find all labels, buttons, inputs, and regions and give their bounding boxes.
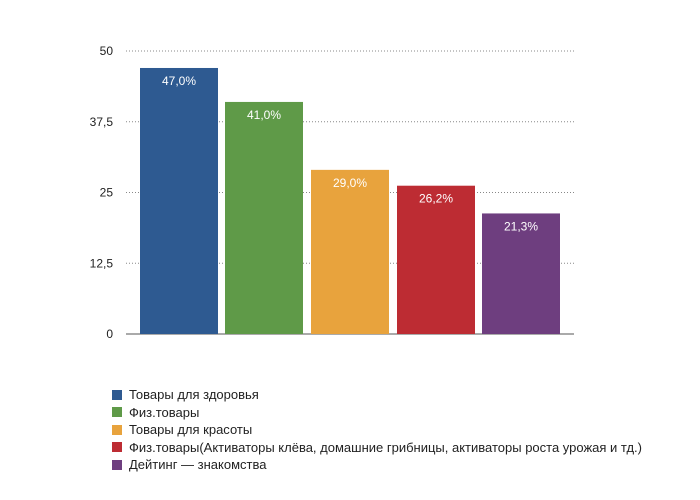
bar bbox=[397, 185, 475, 334]
bar-data-label: 26,2% bbox=[419, 192, 453, 206]
bar-data-label: 21,3% bbox=[504, 219, 538, 233]
y-tick-label: 12,5 bbox=[90, 256, 114, 270]
bar-data-label: 47,0% bbox=[162, 74, 196, 88]
y-tick-label: 50 bbox=[100, 44, 114, 58]
legend-swatch bbox=[112, 424, 122, 435]
chart-plot: 0 12,5 25 37,5 50 47,0% 41,0% 29,0% 26,2% 21,3% bbox=[90, 44, 574, 341]
legend-item: Физ.товары bbox=[112, 404, 642, 422]
bar bbox=[140, 67, 218, 334]
legend-label: Товары для красоты bbox=[129, 422, 253, 437]
legend-item: Товары для красоты bbox=[112, 421, 642, 439]
y-tick-label: 25 bbox=[100, 186, 114, 200]
legend-swatch bbox=[112, 442, 122, 453]
legend-item: Дейтинг — знакомства bbox=[112, 456, 642, 474]
y-tick-label: 37,5 bbox=[90, 115, 114, 129]
legend-label: Дейтинг — знакомства bbox=[129, 457, 267, 472]
legend-swatch bbox=[112, 407, 122, 418]
bar bbox=[311, 169, 389, 334]
legend-label: Физ.товары(Активаторы клёва, домашние гр… bbox=[129, 439, 642, 455]
legend-label: Товары для здоровья bbox=[129, 387, 259, 402]
legend-label: Физ.товары bbox=[129, 404, 200, 420]
legend-item: Товары для здоровья bbox=[112, 386, 642, 404]
bar-data-label: 29,0% bbox=[333, 176, 367, 190]
bar-data-label: 41,0% bbox=[247, 108, 281, 122]
chart-legend: Товары для здоровья Физ.товары Товары для … bbox=[112, 386, 642, 474]
legend-item: Физ.товары(Активаторы клёва, домашние гр… bbox=[112, 439, 642, 457]
bar bbox=[225, 101, 303, 334]
legend-swatch bbox=[112, 459, 122, 470]
legend-swatch bbox=[112, 389, 122, 400]
bar bbox=[482, 213, 560, 334]
y-tick-label: 0 bbox=[106, 327, 113, 341]
